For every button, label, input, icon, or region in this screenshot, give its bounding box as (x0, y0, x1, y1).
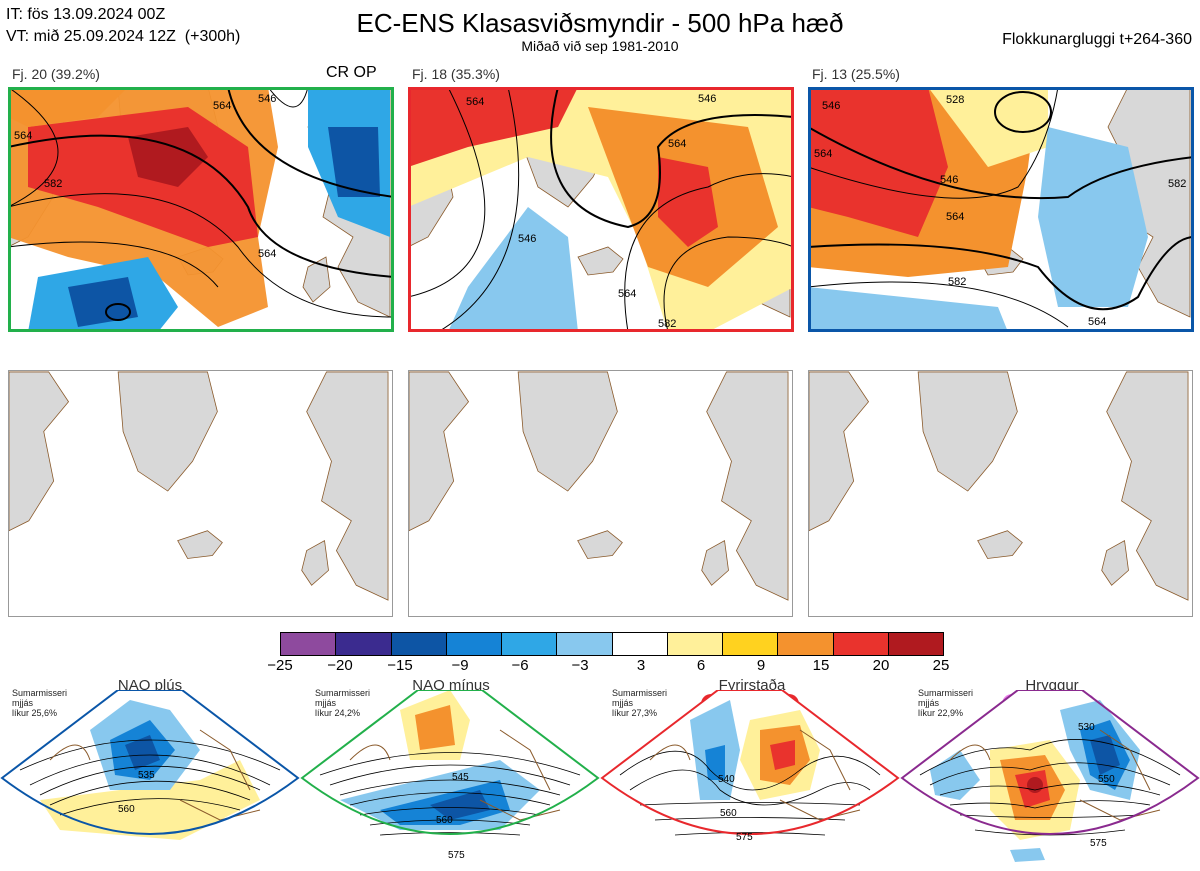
contour-label: 535 (138, 770, 155, 781)
cluster-map-3: 546 528 546 564 564 582 564 582 (808, 87, 1194, 332)
regime-map-3: 540 560 575 (600, 690, 900, 871)
cluster-frame-1 (8, 87, 394, 332)
contour-label: 575 (448, 850, 465, 861)
contour-label: 546 (940, 174, 958, 186)
colorbar-tick: 9 (756, 657, 766, 674)
contour-label: 564 (618, 288, 636, 300)
cluster-map-1: 564 582 546 564 564 (8, 87, 394, 332)
regime-note-3: Sumarmisseri mjjás líkur 27,3% (612, 688, 668, 718)
contour-label: 546 (698, 93, 716, 105)
contour-label: 582 (658, 318, 676, 330)
valid-time-line: VT: mið 25.09.2024 12Z (+300h) (6, 28, 241, 45)
contour-label: 564 (466, 96, 484, 108)
contour-label: 575 (1090, 838, 1107, 849)
colorbar-swatch (832, 633, 888, 655)
contour-label: 582 (948, 276, 966, 288)
cluster-map-2: 564 546 546 564 564 582 (408, 87, 794, 332)
contour-label: 582 (44, 178, 62, 190)
blank-map-3 (808, 370, 1193, 617)
contour-label: 545 (452, 772, 469, 783)
contour-label: 575 (736, 832, 753, 843)
page-title: EC-ENS Klasasviðsmyndir - 500 hPa hæð (356, 8, 844, 38)
regime-map-1: 535 560 (0, 690, 300, 871)
page-subtitle: Miðað við sep 1981-2010 (521, 38, 679, 54)
colorbar-swatch (777, 633, 833, 655)
colorbar-tick: 20 (872, 657, 890, 674)
contour-label: 546 (258, 93, 276, 105)
cluster-flag-1: CR OP (326, 64, 377, 81)
contour-label: 564 (946, 211, 964, 223)
contour-label: 528 (946, 94, 964, 106)
cluster-frame-2 (408, 87, 794, 332)
contour-label: 560 (436, 815, 453, 826)
contour-label: 564 (258, 248, 276, 260)
contour-label: 564 (668, 138, 686, 150)
colorbar-tick: −6 (511, 657, 529, 674)
contour-label: 530 (1078, 722, 1095, 733)
contour-label: 546 (822, 100, 840, 112)
contour-label: 540 (718, 774, 735, 785)
regime-note-1: Sumarmisseri mjjás líkur 25,6% (12, 688, 68, 718)
colorbar-swatch (335, 633, 391, 655)
cluster-label-2: Fj. 18 (35.3%) (412, 66, 500, 82)
colorbar-swatch (722, 633, 778, 655)
colorbar-tick: −20 (327, 657, 353, 674)
contour-label: 550 (1098, 774, 1115, 785)
colorbar-swatch (281, 633, 336, 655)
cluster-label-1: Fj. 20 (39.2%) (12, 66, 100, 82)
blank-map-2 (408, 370, 793, 617)
colorbar (280, 632, 944, 656)
colorbar-swatch (887, 633, 943, 655)
colorbar-tick: 6 (696, 657, 706, 674)
contour-label: 564 (1088, 316, 1106, 328)
colorbar-swatch (556, 633, 612, 655)
contour-label: 560 (720, 808, 737, 819)
init-time-line: IT: fös 13.09.2024 00Z (6, 6, 166, 23)
contour-label: 560 (118, 804, 135, 815)
colorbar-swatch (501, 633, 557, 655)
colorbar-tick: −25 (267, 657, 293, 674)
colorbar-tick: 15 (812, 657, 830, 674)
regime-map-2: 545 560 575 (300, 690, 600, 871)
regime-map-4: 530 550 575 (900, 690, 1200, 871)
colorbar-swatch (390, 633, 446, 655)
contour-label: 564 (213, 100, 231, 112)
blank-map-1 (8, 370, 393, 617)
colorbar-tick: 3 (636, 657, 646, 674)
classification-window: Flokkunargluggi t+264-360 (1002, 31, 1192, 48)
colorbar-swatch (666, 633, 722, 655)
contour-label: 564 (814, 148, 832, 160)
regime-note-4: Sumarmisseri mjjás líkur 22,9% (918, 688, 974, 718)
contour-label: 546 (518, 233, 536, 245)
cluster-frame-3 (808, 87, 1194, 332)
colorbar-swatch (445, 633, 501, 655)
colorbar-tick: −15 (387, 657, 413, 674)
regime-note-2: Sumarmisseri mjjás líkur 24,2% (315, 688, 371, 718)
contour-label: 564 (14, 130, 32, 142)
cluster-label-3: Fj. 13 (25.5%) (812, 66, 900, 82)
colorbar-tick: −3 (571, 657, 589, 674)
colorbar-swatch (611, 633, 667, 655)
colorbar-tick: 25 (932, 657, 950, 674)
colorbar-tick: −9 (451, 657, 469, 674)
contour-label: 582 (1168, 178, 1186, 190)
